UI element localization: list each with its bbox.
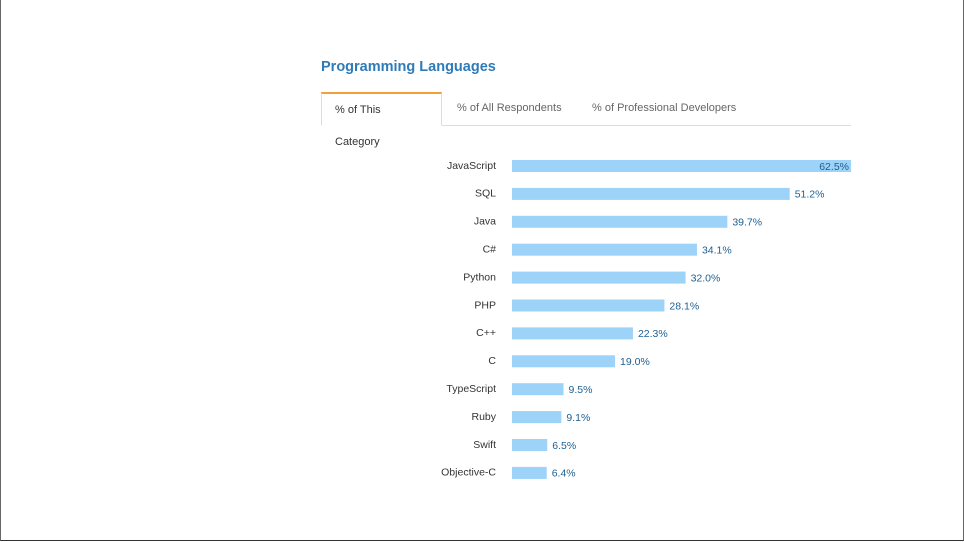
bar bbox=[512, 383, 564, 396]
category-label: Swift bbox=[473, 439, 496, 451]
tab[interactable]: % of Professional Developers bbox=[592, 102, 737, 114]
category-label: C++ bbox=[476, 327, 496, 339]
bar bbox=[512, 187, 790, 200]
category-label: C bbox=[488, 355, 496, 367]
value-label: 51.2% bbox=[795, 189, 825, 201]
category-label: PHP bbox=[474, 299, 496, 311]
bar bbox=[512, 271, 686, 284]
value-label: 34.1% bbox=[702, 244, 732, 256]
category-label: C# bbox=[483, 243, 497, 255]
value-label: 19.0% bbox=[620, 356, 650, 368]
bar bbox=[512, 355, 616, 368]
value-label: 39.7% bbox=[732, 217, 762, 229]
value-label: 32.0% bbox=[691, 272, 721, 284]
bar bbox=[512, 160, 851, 172]
bar bbox=[512, 466, 547, 479]
category-label: Ruby bbox=[471, 411, 496, 423]
tab[interactable]: % of This Category bbox=[321, 92, 442, 148]
tab[interactable]: % of All Respondents bbox=[457, 102, 562, 114]
section-title: Programming Languages bbox=[321, 59, 496, 75]
value-label: 6.5% bbox=[552, 440, 576, 452]
bar bbox=[512, 243, 697, 256]
bar bbox=[512, 439, 548, 451]
category-label: Python bbox=[463, 271, 496, 283]
value-label: 62.5% bbox=[819, 161, 849, 173]
value-label: 9.1% bbox=[566, 412, 590, 424]
bar bbox=[512, 215, 728, 228]
category-label: TypeScript bbox=[446, 383, 496, 395]
category-label: Objective-C bbox=[441, 467, 496, 479]
category-label: Java bbox=[474, 216, 496, 228]
value-label: 9.5% bbox=[569, 384, 593, 396]
bar bbox=[512, 327, 633, 340]
value-label: 6.4% bbox=[552, 468, 576, 480]
bar bbox=[512, 411, 562, 424]
tab-bar: % of This Category % of All Respondents … bbox=[321, 92, 851, 148]
value-label: 22.3% bbox=[638, 328, 668, 340]
category-label: JavaScript bbox=[447, 160, 496, 172]
category-label: SQL bbox=[475, 188, 496, 200]
value-label: 28.1% bbox=[669, 300, 699, 312]
bar bbox=[512, 299, 665, 312]
